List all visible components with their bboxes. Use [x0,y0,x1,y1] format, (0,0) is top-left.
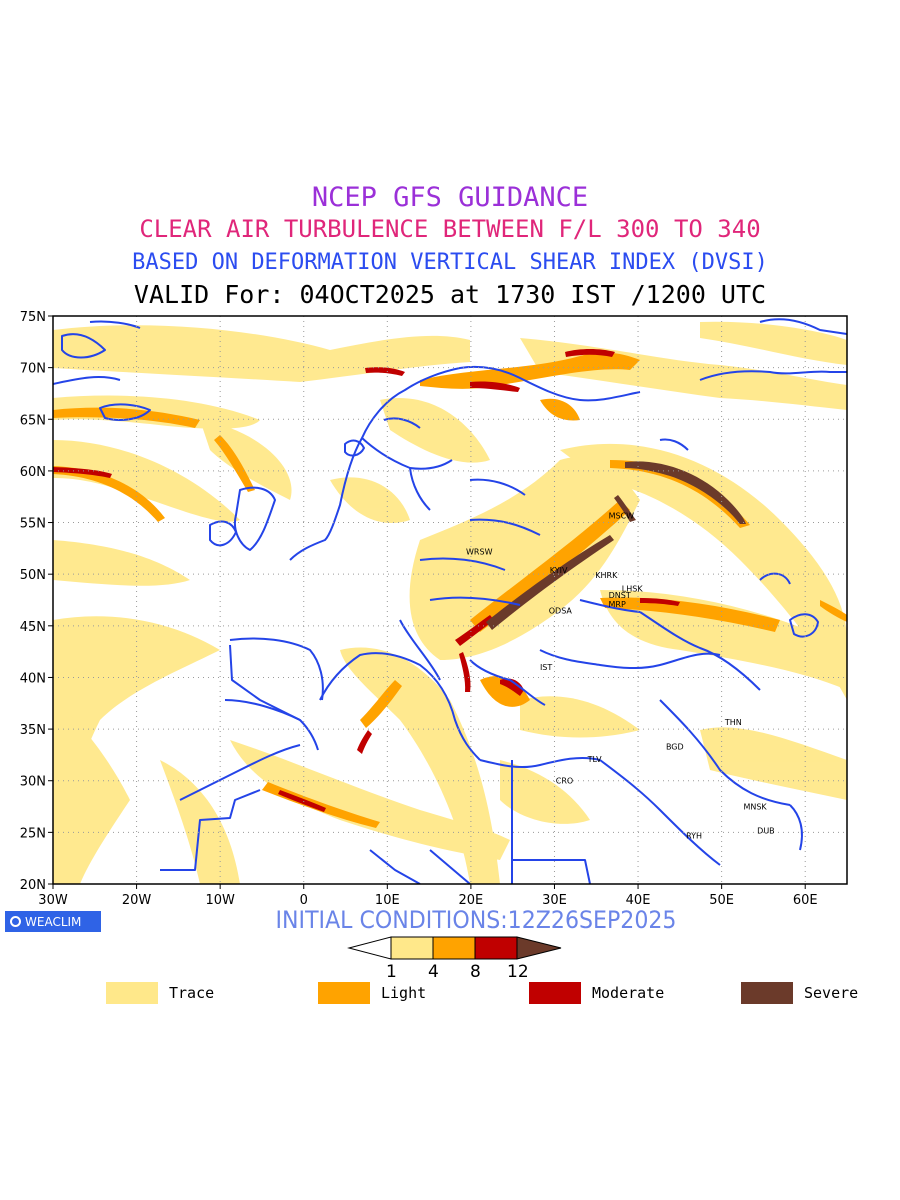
lat-tick-label: 60N [20,465,46,480]
lon-tick-label: 10W [205,893,235,908]
legend-swatch-light [318,982,370,1004]
city-label: WRSW [466,547,493,556]
colorbar-tick-12: 12 [507,962,529,982]
lon-tick-label: 10E [375,893,400,908]
lon-tick-label: 0 [300,893,308,908]
legend-label-trace: Trace [169,984,215,1002]
city-label: KHRK [595,571,618,580]
logo-ring-icon [10,916,21,927]
legend-item-moderate: Moderate [529,982,664,1004]
turbulence-field [53,321,847,884]
legend-item-light: Light [318,982,426,1004]
city-label: MNSK [743,803,767,812]
city-label: CRO [556,777,573,786]
legend-label-moderate: Moderate [592,984,665,1002]
legend-swatch-severe [741,982,793,1004]
legend-swatch-trace [106,982,158,1004]
longitude-labels: 30W 20W 10W 0 10E 20E 30E 40E 50E 60E [38,893,817,908]
lon-tick-label: 60E [793,893,818,908]
valid-time: VALID For: 04OCT2025 at 1730 IST /1200 U… [133,280,767,309]
colorbar-light-segment [432,936,476,960]
colorbar-trace-segment [390,936,434,960]
city-label: BGD [666,743,684,752]
map-frame [52,315,848,885]
city-label: ODSA [549,606,573,615]
colorbar [347,936,562,960]
lat-tick-label: 75N [20,310,46,325]
city-label: MRP [609,600,626,609]
lat-tick-label: 65N [20,413,46,428]
lon-tick-label: 40E [626,893,651,908]
city-label: MSCW [609,511,635,520]
lat-tick-label: 35N [20,723,46,738]
coastlines [53,318,847,884]
lat-tick-label: 70N [20,362,46,377]
lon-tick-label: 30W [38,893,68,908]
lat-tick-label: 55N [20,517,46,532]
logo-text: WEACLIM [25,914,82,929]
legend-swatch-moderate [529,982,581,1004]
city-label: RYH [686,831,702,840]
colorbar-severe-arrow [516,936,562,960]
lon-tick-label: 20E [459,893,484,908]
colorbar-low-arrow [347,936,392,960]
colorbar-tick-1: 1 [386,962,397,982]
chart-subtitle-method: BASED ON DEFORMATION VERTICAL SHEAR INDE… [132,250,768,275]
lon-tick-label: 50E [709,893,734,908]
latitude-labels: 75N 70N 65N 60N 55N 50N 45N 40N 35N 30N 25N 20N [20,310,46,893]
lat-tick-label: 25N [20,826,46,841]
legend-label-severe: Severe [804,984,859,1002]
city-label: DUB [757,826,775,835]
colorbar-tick-4: 4 [428,962,439,982]
lat-tick-label: 20N [20,878,46,893]
lat-tick-label: 30N [20,775,46,790]
legend-item-trace: Trace [106,982,214,1004]
lat-tick-label: 45N [20,620,46,635]
colorbar-tick-8: 8 [470,962,481,982]
legend-item-severe: Severe [741,982,858,1004]
initial-conditions: INITIAL CONDITIONS:12Z26SEP2025 [275,906,677,934]
weaclim-logo: WEACLIM [5,911,101,932]
colorbar-moderate-segment [474,936,518,960]
axis-ticks [48,315,806,889]
city-label: KYIV [550,566,568,575]
city-label: TLV [587,755,602,764]
chart-subtitle-product: CLEAR AIR TURBULENCE BETWEEN F/L 300 TO … [139,215,761,243]
chart-title: NCEP GFS GUIDANCE [311,182,589,213]
lat-tick-label: 50N [20,568,46,583]
city-label: DNST [609,591,631,600]
lon-tick-label: 30E [542,893,567,908]
city-label: IST [540,663,552,672]
city-label: THN [724,718,742,727]
lat-tick-label: 40N [20,671,46,686]
lon-tick-label: 20W [122,893,152,908]
city-label: LHSK [622,585,644,594]
legend-label-light: Light [381,984,427,1002]
